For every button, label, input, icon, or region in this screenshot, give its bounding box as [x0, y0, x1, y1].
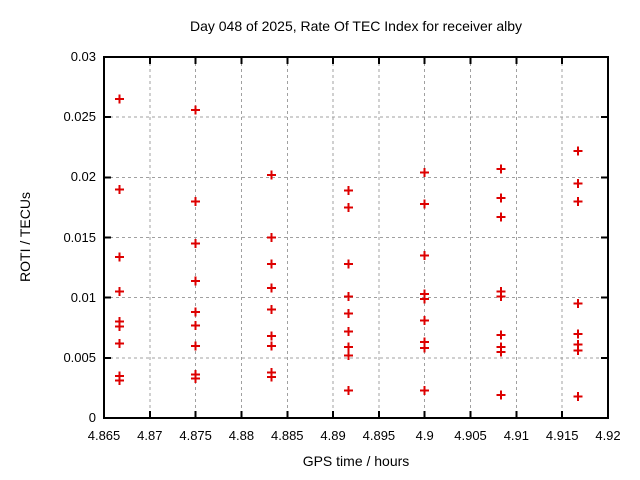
y-tick-label: 0.015 — [63, 229, 96, 245]
data-point-plus-marker — [267, 170, 277, 180]
data-point-plus-marker — [496, 193, 506, 203]
data-point-plus-marker — [420, 294, 430, 304]
x-tick-label: 4.87 — [137, 428, 163, 443]
x-tick-label: 4.885 — [270, 428, 304, 443]
x-tick-label: 4.88 — [228, 428, 255, 443]
data-point-plus-marker — [573, 329, 583, 339]
data-point-plus-marker — [496, 390, 506, 400]
data-point-plus-marker — [115, 376, 125, 386]
y-tick-label: 0.025 — [63, 109, 96, 125]
data-point-plus-marker — [344, 202, 354, 212]
data-point-plus-marker — [115, 322, 125, 332]
x-tick-label: 4.915 — [545, 428, 579, 443]
data-point-plus-marker — [115, 94, 125, 104]
data-point-plus-marker — [344, 385, 354, 395]
x-tick-label: 4.9 — [415, 428, 434, 443]
data-point-plus-marker — [420, 316, 430, 326]
data-point-plus-marker — [191, 320, 201, 330]
data-point-plus-marker — [191, 276, 201, 286]
data-point-plus-marker — [267, 341, 277, 351]
data-point-plus-marker — [267, 233, 277, 242]
x-tick-label: 4.92 — [595, 428, 621, 443]
data-point-plus-marker — [420, 385, 430, 395]
data-point-plus-marker — [573, 196, 583, 206]
data-point-plus-marker — [420, 199, 430, 209]
data-point-plus-marker — [267, 372, 277, 382]
data-point-plus-marker — [267, 305, 277, 315]
data-point-plus-marker — [191, 373, 201, 383]
data-point-plus-marker — [344, 291, 354, 301]
y-tick-label: 0.005 — [63, 349, 96, 365]
data-point-plus-marker — [115, 252, 125, 262]
data-point-plus-marker — [115, 287, 125, 297]
x-axis-title: GPS time / hours — [302, 453, 410, 469]
data-point-plus-marker — [573, 146, 583, 156]
data-point-plus-marker — [496, 212, 506, 222]
data-point-plus-marker — [573, 391, 583, 401]
data-point-plus-marker — [344, 326, 354, 336]
data-point-plus-marker — [573, 299, 583, 309]
data-point-plus-marker — [267, 283, 277, 293]
data-point-plus-marker — [115, 338, 125, 348]
data-point-plus-marker — [496, 330, 506, 340]
x-tick-label: 4.89 — [320, 428, 346, 443]
data-point-plus-marker — [344, 308, 354, 318]
data-point-plus-marker — [191, 196, 201, 206]
x-tick-label: 4.875 — [179, 428, 212, 443]
y-tick-label: 0.02 — [70, 169, 96, 185]
x-tick-label: 4.865 — [87, 428, 121, 443]
data-point-plus-marker — [420, 251, 430, 261]
data-point-plus-marker — [573, 178, 583, 188]
data-point-plus-marker — [344, 342, 354, 352]
y-tick-label: 0.01 — [70, 289, 96, 305]
x-tick-label: 4.91 — [503, 428, 530, 443]
data-point-plus-marker — [191, 307, 201, 317]
data-point-plus-marker — [344, 350, 354, 360]
data-point-plus-marker — [496, 164, 506, 174]
data-point-plus-marker — [267, 331, 277, 341]
data-point-plus-marker — [191, 105, 201, 115]
data-point-plus-marker — [496, 291, 506, 301]
data-point-plus-marker — [420, 343, 430, 353]
data-point-plus-marker — [496, 347, 506, 357]
y-tick-label: 0.03 — [70, 49, 96, 64]
data-point-plus-marker — [344, 186, 354, 196]
data-point-plus-marker — [115, 184, 125, 194]
data-point-plus-marker — [191, 239, 201, 249]
data-point-plus-marker — [420, 168, 430, 178]
data-point-plus-marker — [344, 259, 354, 269]
x-tick-label: 4.905 — [454, 428, 487, 443]
data-point-plus-marker — [191, 341, 201, 351]
chart-title: Day 048 of 2025, Rate Of TEC Index for r… — [189, 18, 523, 34]
x-tick-label: 4.895 — [362, 428, 396, 443]
data-point-plus-marker — [267, 259, 277, 269]
data-point-plus-marker — [573, 346, 583, 356]
y-tick-label: 0 — [88, 410, 96, 425]
